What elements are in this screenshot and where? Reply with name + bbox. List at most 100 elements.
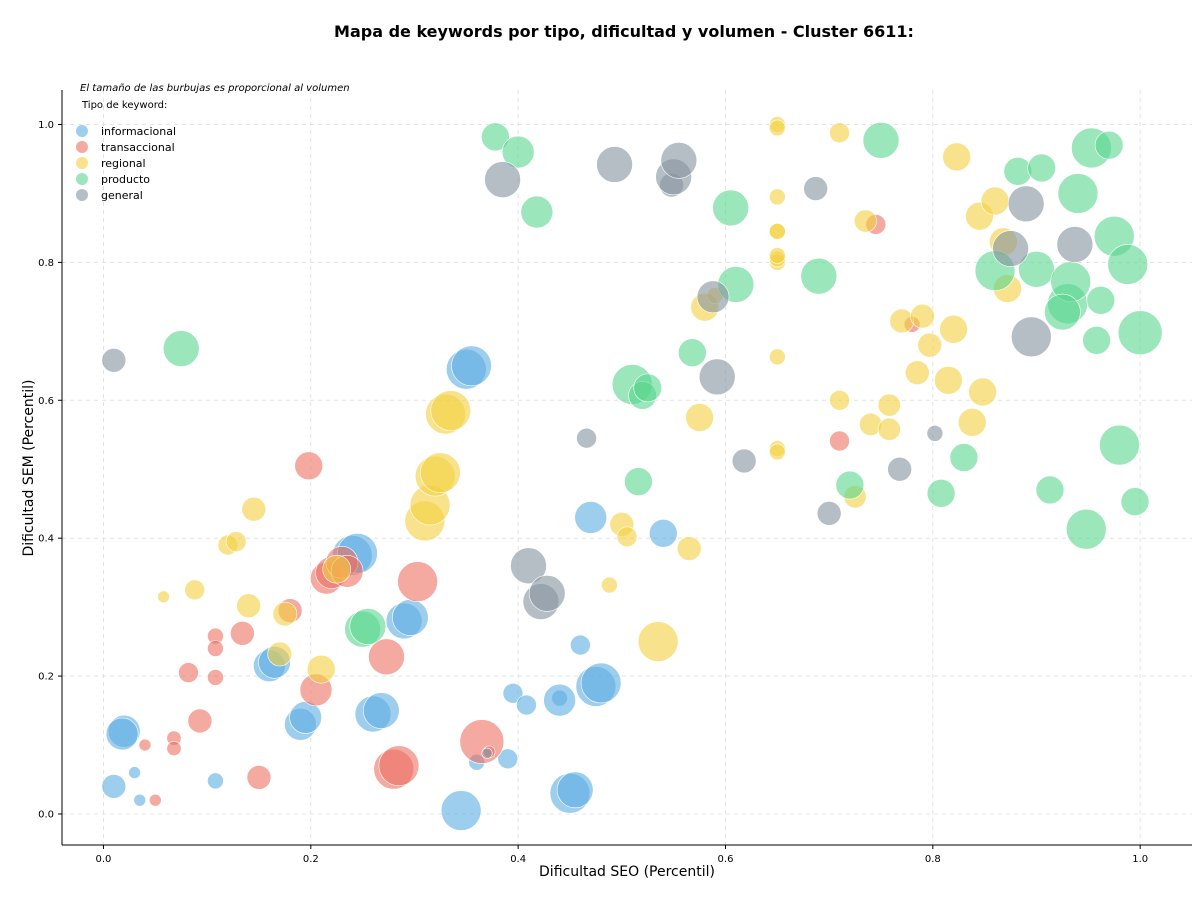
legend-label-general: general — [101, 189, 143, 202]
legend-marker-transaccional — [76, 141, 88, 153]
bubble-informacional — [574, 501, 608, 534]
bubble-general — [481, 747, 493, 759]
legend-label-producto: producto — [101, 173, 150, 186]
bubble-producto — [1065, 508, 1107, 550]
bubble-transaccional — [207, 640, 224, 657]
bubble-general — [596, 146, 633, 183]
legend-title: Tipo de keyword: — [81, 100, 167, 111]
bubble-regional — [829, 389, 850, 411]
bubble-transaccional — [459, 719, 505, 764]
y-tick-label: 0.8 — [38, 258, 54, 269]
bubble-transaccional — [138, 738, 152, 752]
bubble-transaccional — [397, 561, 438, 602]
bubble-informacional — [451, 345, 492, 387]
bubble-transaccional — [187, 708, 213, 734]
bubble-regional — [267, 641, 293, 667]
bubble-regional — [829, 122, 850, 144]
bubble-regional — [769, 247, 786, 264]
bubble-regional — [306, 654, 336, 684]
legend: Tipo de keyword: informacional transaccio… — [76, 100, 176, 202]
bubble-transaccional — [246, 765, 272, 790]
bubble-regional — [769, 223, 786, 240]
bubble-producto — [1120, 487, 1150, 516]
bubble-informacional — [207, 772, 224, 790]
bubble-general — [660, 142, 698, 179]
bubble-producto — [1018, 250, 1055, 288]
bubble-producto — [1082, 325, 1111, 355]
bubble-regional — [769, 119, 786, 137]
legend-marker-general — [76, 189, 88, 201]
bubble-regional — [889, 308, 915, 334]
bubble-regional — [241, 496, 267, 522]
bubble-general — [510, 547, 547, 585]
bubble-regional — [685, 403, 714, 432]
bubble-producto — [1086, 285, 1116, 315]
y-ticks: 0.0 0.2 0.4 0.6 0.8 1.0 — [38, 120, 62, 820]
bubble-transaccional — [178, 662, 199, 683]
bubble-regional — [934, 365, 963, 395]
bubble-producto — [349, 608, 387, 645]
bubble-informacional — [105, 717, 139, 751]
bubble-regional — [225, 531, 247, 552]
bubble-regional — [420, 452, 461, 493]
bubble-regional — [904, 360, 930, 385]
bubble-producto — [481, 122, 510, 152]
size-note: El tamaño de las burbujas es proporciona… — [80, 83, 350, 94]
bubble-producto — [949, 443, 979, 472]
bubble-producto — [862, 122, 900, 159]
bubble-producto — [1027, 153, 1056, 183]
legend-label-regional: regional — [101, 157, 146, 170]
bubble-transaccional — [166, 740, 182, 756]
bubble-regional — [616, 526, 638, 548]
bubble-general — [101, 347, 127, 373]
bubble-informacional — [392, 599, 429, 636]
bubble-informacional — [502, 683, 524, 704]
x-ticks: 0.0 0.2 0.4 0.6 0.8 1.0 — [96, 845, 1148, 865]
axes — [61, 90, 1192, 846]
bubble-producto — [678, 338, 707, 367]
x-tick-label: 0.0 — [96, 854, 112, 865]
bubble-producto — [1099, 424, 1140, 466]
bubble-transaccional — [149, 793, 162, 807]
y-tick-label: 0.6 — [38, 396, 54, 407]
x-tick-label: 0.6 — [718, 854, 734, 865]
bubble-producto — [800, 257, 838, 295]
bubble-general — [1011, 316, 1052, 358]
y-axis-label: Dificultad SEM (Percentil) — [21, 380, 37, 557]
x-tick-label: 0.8 — [925, 854, 941, 865]
bubble-producto — [624, 467, 653, 496]
bubble-regional — [430, 390, 472, 431]
bubble-regional — [769, 443, 786, 461]
bubble-transaccional — [378, 745, 420, 787]
bubble-regional — [769, 188, 786, 206]
bubble-regional — [942, 142, 971, 172]
bubble-producto — [162, 330, 200, 367]
bubble-general — [926, 425, 944, 442]
x-tick-label: 1.0 — [1132, 854, 1148, 865]
bubble-transaccional — [294, 451, 324, 481]
bubble-transaccional — [207, 669, 224, 686]
bubble-transaccional — [829, 430, 850, 452]
bubble-general — [698, 358, 736, 396]
legend-marker-regional — [76, 157, 88, 169]
bubble-producto — [1044, 293, 1081, 331]
bubble-producto — [520, 195, 554, 229]
bubble-regional — [917, 332, 943, 358]
bubble-general — [1056, 226, 1094, 263]
bubble-regional — [601, 576, 618, 594]
y-tick-label: 0.2 — [38, 672, 54, 683]
y-tick-label: 0.4 — [38, 534, 54, 545]
bubble-regional — [637, 621, 679, 662]
bubble-informacional — [580, 662, 622, 704]
legend-label-transaccional: transaccional — [101, 141, 175, 154]
bubble-regional — [968, 377, 997, 407]
bubble-regional — [853, 209, 877, 233]
bubble-informacional — [648, 519, 678, 548]
chart-title: Mapa de keywords por tipo, dificultad y … — [334, 22, 914, 41]
bubble-producto — [1094, 130, 1124, 160]
bubble-producto — [1117, 310, 1163, 356]
data-points — [101, 116, 1163, 831]
series-general — [101, 142, 1094, 759]
bubble-informacional — [543, 683, 576, 717]
